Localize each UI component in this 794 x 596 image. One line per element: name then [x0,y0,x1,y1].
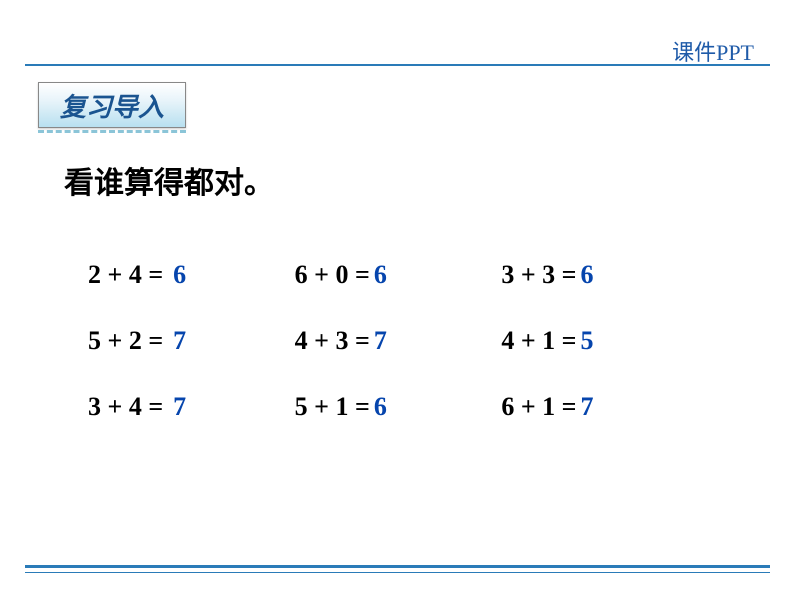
equation-row: 3 + 4 = 7 5 + 1 = 6 6 + 1 = 7 [88,392,708,422]
equation-expression: 6 + 1 = [501,392,576,422]
top-divider-line [25,64,770,66]
section-header-box: 复习导入 [38,82,186,128]
equation-cell: 6 + 1 = 7 [501,392,708,422]
equation-row: 5 + 2 = 7 4 + 3 = 7 4 + 1 = 5 [88,326,708,356]
equation-cell: 6 + 0 = 6 [295,260,502,290]
equation-expression: 6 + 0 = [295,260,370,290]
dashed-underline [38,130,186,133]
equation-answer: 6 [173,260,186,290]
equation-answer: 6 [580,260,593,290]
equation-cell: 5 + 2 = 7 [88,326,295,356]
equation-answer: 7 [173,326,186,356]
subtitle-text: 看谁算得都对。 [64,158,274,202]
equation-answer: 7 [374,326,387,356]
bottom-divider-thick [25,565,770,568]
equation-expression: 2 + 4 = [88,260,163,290]
equation-answer: 5 [580,326,593,356]
equation-answer: 6 [374,260,387,290]
equation-answer: 7 [580,392,593,422]
equation-expression: 4 + 1 = [501,326,576,356]
equation-expression: 5 + 2 = [88,326,163,356]
equation-expression: 4 + 3 = [295,326,370,356]
equation-cell: 4 + 3 = 7 [295,326,502,356]
equation-answer: 6 [374,392,387,422]
bottom-divider-thin [25,572,770,573]
equation-cell: 5 + 1 = 6 [295,392,502,422]
header-label: 课件PPT [672,35,754,67]
equation-answer: 7 [173,392,186,422]
equation-cell: 3 + 3 = 6 [501,260,708,290]
equation-expression: 5 + 1 = [295,392,370,422]
equation-cell: 3 + 4 = 7 [88,392,295,422]
section-header-text: 复习导入 [60,87,164,124]
equations-grid: 2 + 4 = 6 6 + 0 = 6 3 + 3 = 6 5 + 2 = 7 … [88,260,708,458]
equation-cell: 2 + 4 = 6 [88,260,295,290]
equation-row: 2 + 4 = 6 6 + 0 = 6 3 + 3 = 6 [88,260,708,290]
equation-expression: 3 + 4 = [88,392,163,422]
equation-cell: 4 + 1 = 5 [501,326,708,356]
equation-expression: 3 + 3 = [501,260,576,290]
